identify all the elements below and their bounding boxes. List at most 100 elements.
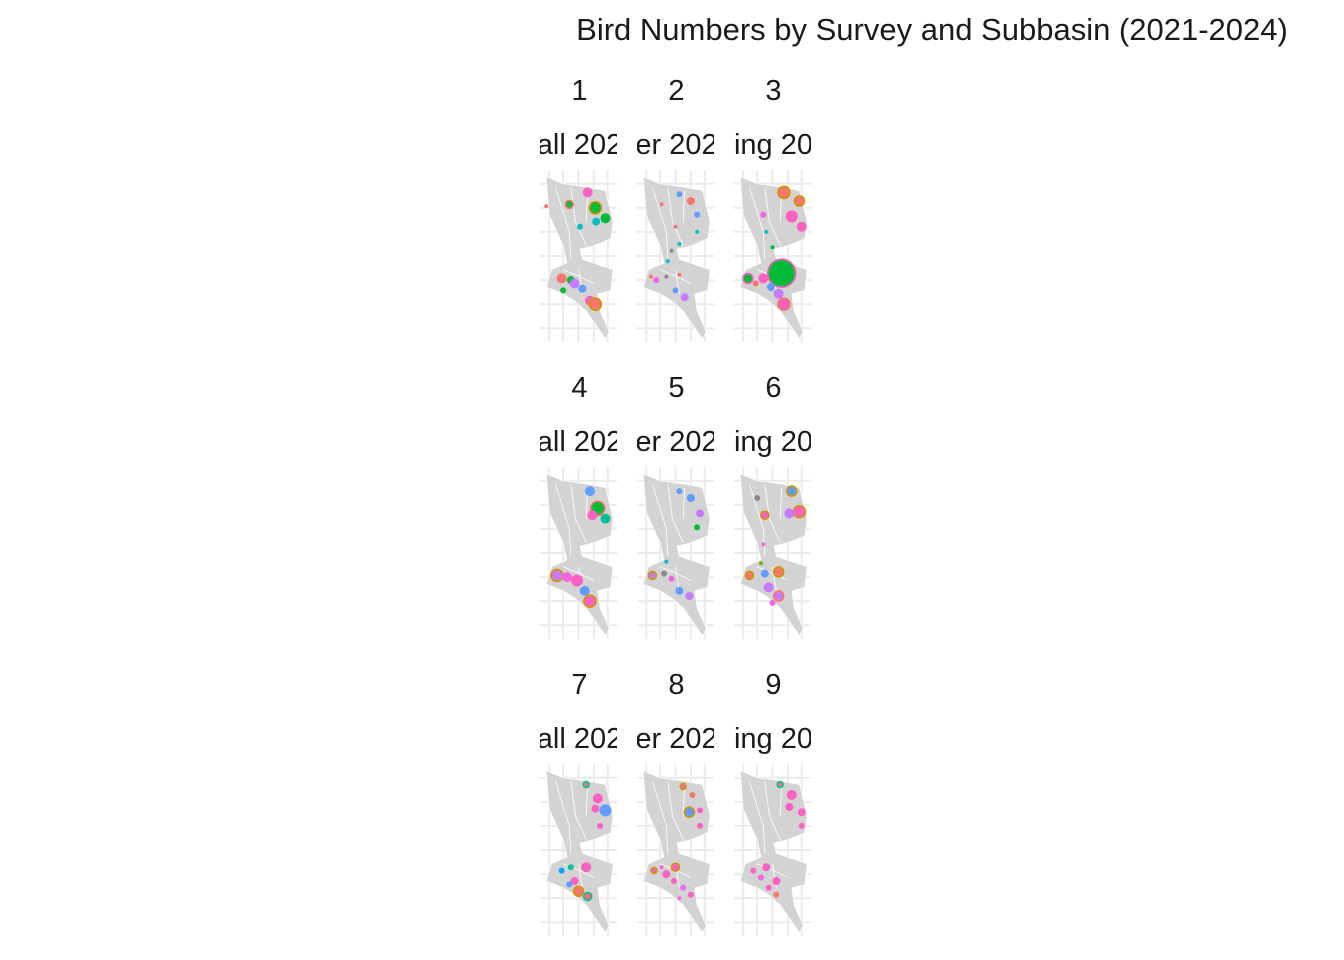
facet-number-label: 4 xyxy=(571,372,587,404)
bird-count-point xyxy=(578,284,587,293)
subbasin-boundary xyxy=(779,784,783,816)
bird-count-point xyxy=(581,862,592,873)
bird-count-point xyxy=(647,570,658,581)
bird-count-point xyxy=(694,211,701,218)
bird-count-point xyxy=(659,202,664,207)
bird-count-point xyxy=(764,229,769,234)
facet-number-label: 1 xyxy=(571,75,587,107)
bird-count-point xyxy=(784,508,795,519)
facet-season-label: er 202 xyxy=(635,723,717,755)
facet-panel-1: 1 all 202 xyxy=(540,75,617,342)
bird-count-point xyxy=(758,273,769,284)
bird-count-point xyxy=(695,229,700,234)
bird-count-point xyxy=(587,510,598,521)
facet-panel-5: 5 er 202 xyxy=(637,372,714,639)
subbasin-boundary xyxy=(675,269,680,294)
facet-season-label: all 202 xyxy=(537,723,622,755)
subbasin-map xyxy=(642,770,711,934)
bird-count-point xyxy=(683,806,696,819)
bird-count-point xyxy=(653,277,660,284)
bird-count-point xyxy=(592,793,603,804)
subbasin-boundary xyxy=(652,781,669,854)
subbasin-boundary xyxy=(749,187,766,260)
bird-count-point xyxy=(588,297,603,312)
subbasin-boundary xyxy=(749,484,766,557)
subbasin-boundary xyxy=(779,487,783,519)
bird-count-point xyxy=(665,259,670,264)
bird-count-point xyxy=(599,804,612,817)
subbasin-boundary xyxy=(570,781,587,840)
bird-count-point xyxy=(670,862,681,873)
bird-count-point xyxy=(566,881,573,888)
bird-count-point xyxy=(680,293,689,302)
bird-count-point xyxy=(767,283,775,291)
bird-count-point xyxy=(777,185,791,200)
facet-panel-8: 8 er 202 xyxy=(635,669,717,936)
bird-count-point xyxy=(562,572,572,583)
bird-count-point xyxy=(671,878,677,884)
bird-count-point xyxy=(796,221,807,232)
bird-count-point xyxy=(550,568,564,583)
bird-count-point xyxy=(569,278,580,289)
bird-count-point xyxy=(582,780,591,789)
bird-count-point xyxy=(742,272,754,285)
bird-count-point xyxy=(673,224,678,229)
subbasin-boundary xyxy=(555,187,572,260)
bird-count-point xyxy=(786,790,797,800)
bird-count-point xyxy=(697,822,704,829)
bird-count-point xyxy=(686,494,695,502)
bird-count-point xyxy=(677,242,682,246)
facet-panel-6: 6 ing 20 xyxy=(734,372,813,639)
bird-count-point xyxy=(761,542,766,547)
facet-number-label: 5 xyxy=(668,372,684,404)
bird-count-point xyxy=(558,867,565,874)
bird-count-point xyxy=(776,780,785,789)
bird-count-point xyxy=(591,804,600,813)
subbasin-map xyxy=(739,770,808,934)
subbasin-boundary xyxy=(555,484,572,557)
bird-count-point xyxy=(597,822,604,829)
bird-count-point xyxy=(772,590,785,602)
bird-count-point xyxy=(662,870,671,879)
bird-count-point xyxy=(769,599,776,606)
bird-count-point xyxy=(785,803,794,811)
bird-count-point xyxy=(772,566,785,578)
facet-number-label: 9 xyxy=(765,669,781,701)
bird-count-point xyxy=(664,274,669,279)
bird-count-point xyxy=(792,504,807,519)
subbasin-map xyxy=(642,176,711,340)
subbasin-map xyxy=(642,473,711,637)
bird-count-point xyxy=(687,891,694,898)
bird-count-point xyxy=(685,592,694,600)
subbasin-boundary xyxy=(578,863,583,888)
bird-count-point xyxy=(600,213,611,224)
bird-count-point xyxy=(560,287,567,294)
bird-count-point xyxy=(675,586,684,595)
facet-number-label: 2 xyxy=(668,75,684,107)
bird-count-point xyxy=(689,792,696,798)
facet-panel-3: 3 ing 20 xyxy=(734,75,811,342)
facet-number-label: 3 xyxy=(765,75,781,107)
bird-count-point xyxy=(773,288,784,299)
bird-count-point xyxy=(583,594,597,609)
facet-season-label: er 202 xyxy=(635,129,717,161)
bird-count-point xyxy=(659,865,664,870)
subbasin-boundary xyxy=(555,781,572,854)
bird-count-point xyxy=(585,486,595,497)
facet-season-label: ing 20 xyxy=(734,723,813,755)
subbasin-boundary xyxy=(764,781,781,840)
bird-count-point xyxy=(677,896,682,901)
facet-season-label: ing 20 xyxy=(734,426,813,458)
facet-number-label: 7 xyxy=(571,669,587,701)
subbasin-boundary xyxy=(652,187,669,260)
bird-count-point xyxy=(760,569,769,578)
subbasin-boundary xyxy=(570,484,587,543)
bird-count-point xyxy=(744,570,755,581)
facet-panel-9: 9 ing 20 xyxy=(734,669,813,936)
bird-count-point xyxy=(785,485,798,497)
bird-count-point xyxy=(677,272,682,277)
bird-count-point xyxy=(798,822,805,829)
bird-count-point xyxy=(679,782,688,791)
subbasin-boundary xyxy=(570,187,587,246)
bird-count-point xyxy=(754,495,761,501)
